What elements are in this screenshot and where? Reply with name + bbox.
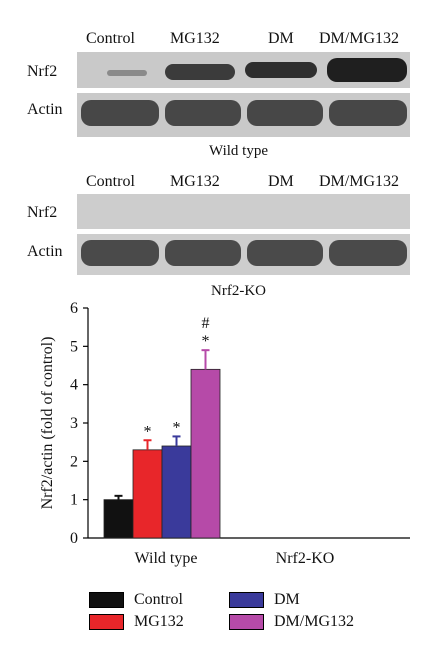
wildtype-caption: Wild type [209, 143, 268, 159]
band [165, 100, 241, 126]
y-tick-label: 5 [70, 338, 78, 355]
band [247, 100, 323, 126]
wildtype-blot-image [77, 52, 410, 137]
x-category-label: Wild type [135, 550, 198, 567]
row-label-actin: Actin [27, 101, 63, 118]
row-label-actin: Actin [27, 243, 63, 260]
blot-separator [77, 88, 410, 93]
lane-label-dm-mg132: DM/MG132 [319, 30, 400, 47]
knockout-blot-image [77, 194, 410, 275]
legend-swatch [89, 592, 124, 608]
blot-separator [77, 229, 410, 234]
band [81, 100, 159, 126]
legend-item-dm-mg132: DM/MG132 [229, 613, 354, 631]
legend-item-dm: DM [229, 591, 300, 609]
x-category-label: Nrf2-KO [276, 550, 335, 567]
legend-swatch [229, 592, 264, 608]
lane-label-dm-mg132: DM/MG132 [319, 173, 400, 190]
lane-label-dm: DM [268, 30, 294, 47]
legend-item-control: Control [89, 591, 183, 609]
legend-swatch [229, 614, 264, 630]
bar-dm-mg132 [190, 368, 221, 539]
lane-label-control: Control [86, 173, 135, 190]
lane-label-mg132: MG132 [170, 173, 220, 190]
y-tick-label: 2 [70, 453, 78, 470]
band [81, 240, 159, 266]
lane-label-dm: DM [268, 173, 294, 190]
significance-marker: * [202, 333, 210, 350]
y-tick-label: 6 [70, 300, 78, 317]
bar-mg132 [132, 449, 163, 539]
legend-label: DM/MG132 [274, 613, 355, 630]
significance-marker: * [144, 423, 152, 440]
significance-marker: * [173, 419, 181, 436]
band [329, 240, 407, 266]
band [327, 58, 407, 82]
row-label-nrf2: Nrf2 [27, 204, 58, 221]
y-tick-label: 3 [70, 415, 78, 432]
band [245, 62, 317, 78]
y-tick-label: 0 [70, 530, 78, 547]
y-tick-label: 1 [70, 492, 78, 509]
knockout-caption: Nrf2-KO [211, 283, 266, 299]
band [329, 100, 407, 126]
lane-label-control: Control [86, 30, 135, 47]
legend-item-mg132: MG132 [89, 613, 184, 631]
lane-label-mg132: MG132 [170, 30, 220, 47]
y-axis-label: Nrf2/actin (fold of control) [39, 337, 56, 510]
bar-control [103, 499, 134, 539]
row-label-nrf2: Nrf2 [27, 63, 58, 80]
y-tick-label: 4 [70, 377, 78, 394]
chart-bars: * **# [103, 315, 221, 539]
band [247, 240, 323, 266]
legend-label: Control [134, 591, 183, 608]
bar-dm [161, 445, 192, 539]
significance-marker: # [202, 315, 210, 332]
legend-label: DM [274, 591, 300, 608]
band [165, 64, 235, 80]
band [107, 70, 147, 76]
band [165, 240, 241, 266]
legend-swatch [89, 614, 124, 630]
legend-label: MG132 [134, 613, 184, 630]
